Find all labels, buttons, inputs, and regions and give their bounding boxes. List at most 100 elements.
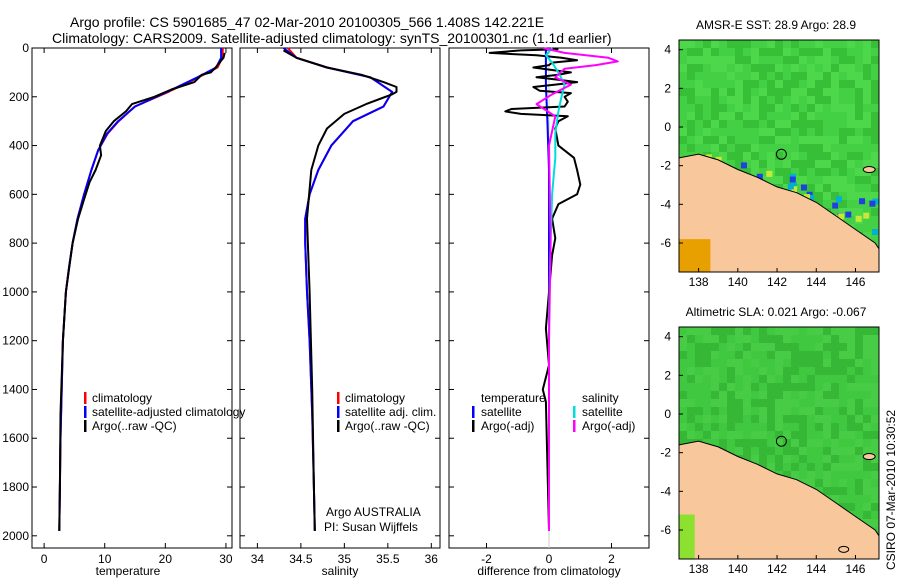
sst-anomaly-cell [859, 198, 866, 205]
map-cell [831, 176, 839, 184]
map-cell [831, 327, 839, 335]
map-cell [799, 152, 807, 160]
map-y-tick-label: -2 [660, 446, 671, 460]
map-cell [799, 359, 807, 367]
map-cell [815, 160, 823, 168]
map-cell [863, 343, 871, 351]
map-cell [759, 64, 767, 72]
map-cell [863, 431, 871, 439]
map-cell [783, 359, 791, 367]
map-cell [855, 471, 863, 479]
legend-swatch-satellite [84, 406, 87, 418]
map-cell [831, 136, 839, 144]
map-cell [679, 72, 687, 80]
map-cell [775, 144, 783, 152]
map-cell [839, 96, 847, 104]
map-cell [831, 160, 839, 168]
map-cell [743, 447, 751, 455]
map-cell [711, 112, 719, 120]
map-cell [799, 407, 807, 415]
map-cell [871, 383, 879, 391]
map-cell [759, 40, 767, 48]
map-cell [783, 88, 791, 96]
map-cell [727, 120, 735, 128]
map-cell [703, 415, 711, 423]
map-cell [799, 423, 807, 431]
map-cell [807, 152, 815, 160]
map-cell [815, 463, 823, 471]
map-cell [679, 88, 687, 96]
map-cell [695, 128, 703, 136]
map-x-tick-label: 146 [845, 562, 865, 576]
map-cell [863, 152, 871, 160]
map-cell [871, 463, 879, 471]
map-cell [767, 40, 775, 48]
map-cell [687, 144, 695, 152]
map-x-tick-label: 142 [767, 275, 787, 289]
map-cell [719, 351, 727, 359]
map-cell [783, 64, 791, 72]
map-cell [783, 463, 791, 471]
map-cell [735, 112, 743, 120]
map-cell [775, 40, 783, 48]
map-cell [847, 168, 855, 176]
map-cell [815, 399, 823, 407]
map-cell [767, 343, 775, 351]
map-cell [855, 168, 863, 176]
map-cell [719, 375, 727, 383]
map-cell [799, 80, 807, 88]
map-cell [791, 40, 799, 48]
map-cell [703, 136, 711, 144]
map-cell [735, 152, 743, 160]
map-cell [679, 423, 687, 431]
map-cell [783, 80, 791, 88]
map-cell [839, 463, 847, 471]
map-cell [743, 423, 751, 431]
map-cell [751, 359, 759, 367]
map-cell [831, 431, 839, 439]
map-cell [847, 72, 855, 80]
map-cell [871, 367, 879, 375]
map-cell [791, 96, 799, 104]
map-cell [703, 343, 711, 351]
map-cell [839, 359, 847, 367]
map-cell [823, 120, 831, 128]
map-cell [847, 112, 855, 120]
map-cell [735, 351, 743, 359]
map-cell [863, 160, 871, 168]
map-cell [775, 72, 783, 80]
map-cell [743, 144, 751, 152]
map-cell [783, 391, 791, 399]
map-cell [871, 144, 879, 152]
map-cell [799, 96, 807, 104]
figure-title-line-1: Argo profile: CS 5901685_47 02-Mar-2010 … [70, 14, 544, 30]
map-cell [855, 399, 863, 407]
map-cell [791, 383, 799, 391]
map-cell [759, 160, 767, 168]
map-cell [815, 391, 823, 399]
map-cell [791, 399, 799, 407]
map-cell [791, 128, 799, 136]
map-cell [687, 431, 695, 439]
map-cell [815, 335, 823, 343]
map-cell [687, 96, 695, 104]
map-cell [863, 519, 871, 527]
map-cell [727, 48, 735, 56]
x-tick-label: 30 [219, 552, 233, 566]
map-cell [799, 431, 807, 439]
map-cell [863, 96, 871, 104]
map-cell [679, 136, 687, 144]
figure-title-line-2: Climatology: CARS2009. Satellite-adjuste… [52, 30, 612, 46]
map-cell [791, 144, 799, 152]
map-cell [807, 168, 815, 176]
x-tick-label: -2 [481, 552, 492, 566]
map-cell [799, 439, 807, 447]
y-tick-label: 1400 [2, 382, 29, 396]
map-cell [735, 72, 743, 80]
map-cell [775, 136, 783, 144]
map-cell [703, 56, 711, 64]
map-cell [839, 144, 847, 152]
series-line-temperature-argo-adj- [488, 48, 582, 531]
map-cell [703, 144, 711, 152]
